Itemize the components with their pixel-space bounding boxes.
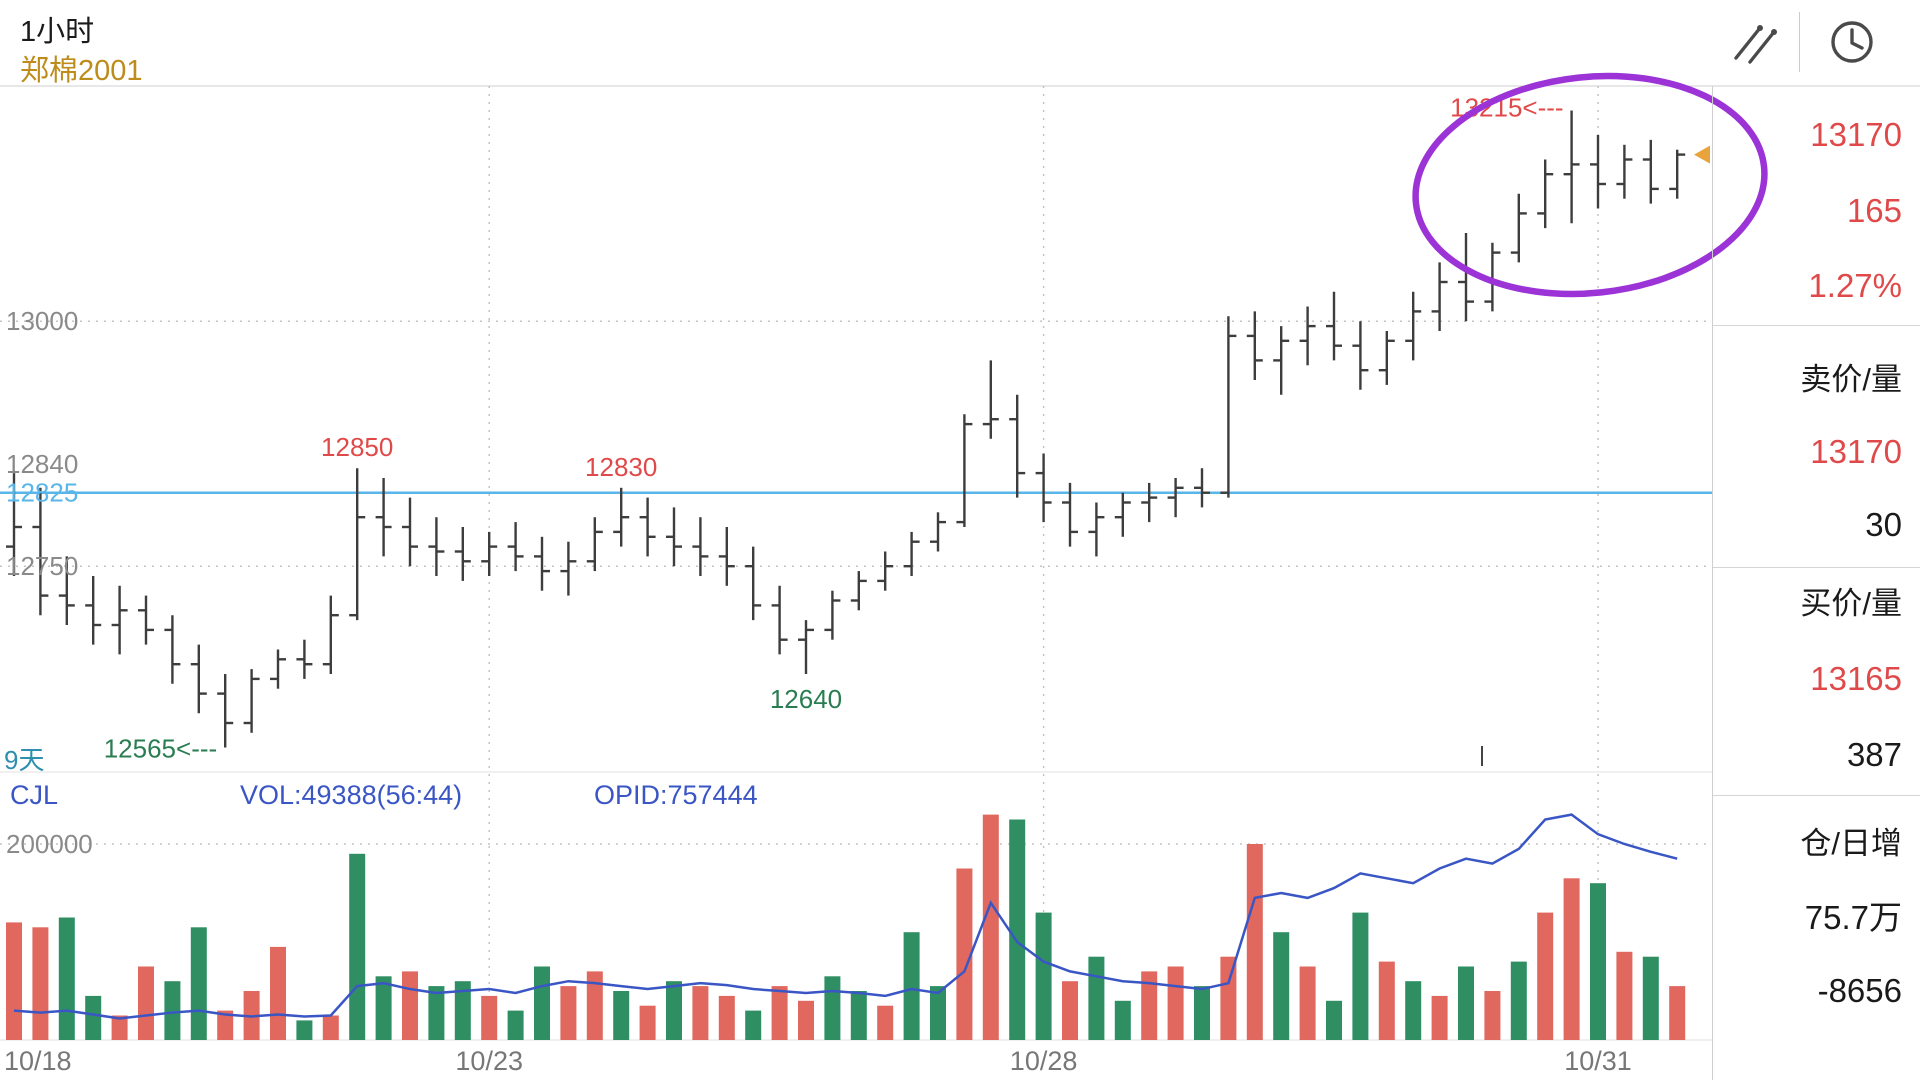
svg-text:13000: 13000: [6, 306, 78, 336]
volume-indicator-label[interactable]: CJL: [10, 780, 59, 810]
bid-label: 买价/量: [1800, 586, 1902, 621]
volume-readout: VOL:49388(56:44): [240, 780, 463, 810]
svg-text:12565<---: 12565<---: [104, 734, 217, 764]
svg-text:10/31: 10/31: [1564, 1046, 1632, 1076]
price-change-percent: 1.27%: [1808, 267, 1902, 304]
svg-text:12640: 12640: [770, 684, 842, 714]
ask-label: 卖价/量: [1800, 362, 1902, 397]
timeframe-selector[interactable]: 1小时: [20, 16, 95, 48]
svg-text:200000: 200000: [6, 829, 93, 859]
contract-name[interactable]: 郑棉2001: [20, 55, 143, 87]
toolbar-separator: [1799, 12, 1800, 72]
open-interest-label: 仓/日增: [1800, 826, 1902, 861]
ask-price: 13170: [1810, 433, 1902, 470]
svg-text:10/23: 10/23: [455, 1046, 523, 1076]
quote-panel: 13170 165 1.27% 卖价/量 13170 30 买价/量 13165…: [1712, 86, 1920, 1080]
svg-text:12850: 12850: [321, 432, 393, 462]
open-interest-change: -8656: [1817, 972, 1902, 1009]
panel-divider: [1713, 795, 1920, 796]
svg-text:12830: 12830: [585, 452, 657, 482]
price-change: 165: [1846, 192, 1902, 229]
svg-text:12750: 12750: [6, 551, 78, 581]
opid-readout: OPID:757444: [594, 780, 758, 810]
ask-volume: 30: [1865, 506, 1902, 543]
panel-divider: [1713, 567, 1920, 568]
svg-text:12825: 12825: [6, 478, 78, 508]
svg-text:10/28: 10/28: [1010, 1046, 1078, 1076]
svg-text:10/18: 10/18: [4, 1046, 72, 1076]
bid-price: 13165: [1810, 660, 1902, 697]
last-price: 13170: [1810, 116, 1902, 153]
bid-volume: 387: [1846, 736, 1902, 773]
svg-text:12840: 12840: [6, 449, 78, 479]
period-label: 9天: [4, 745, 45, 775]
clock-icon[interactable]: [1822, 12, 1882, 72]
indicator-settings-icon[interactable]: [1726, 14, 1782, 70]
panel-divider: [1713, 325, 1920, 326]
open-interest-value: 75.7万: [1804, 899, 1902, 936]
